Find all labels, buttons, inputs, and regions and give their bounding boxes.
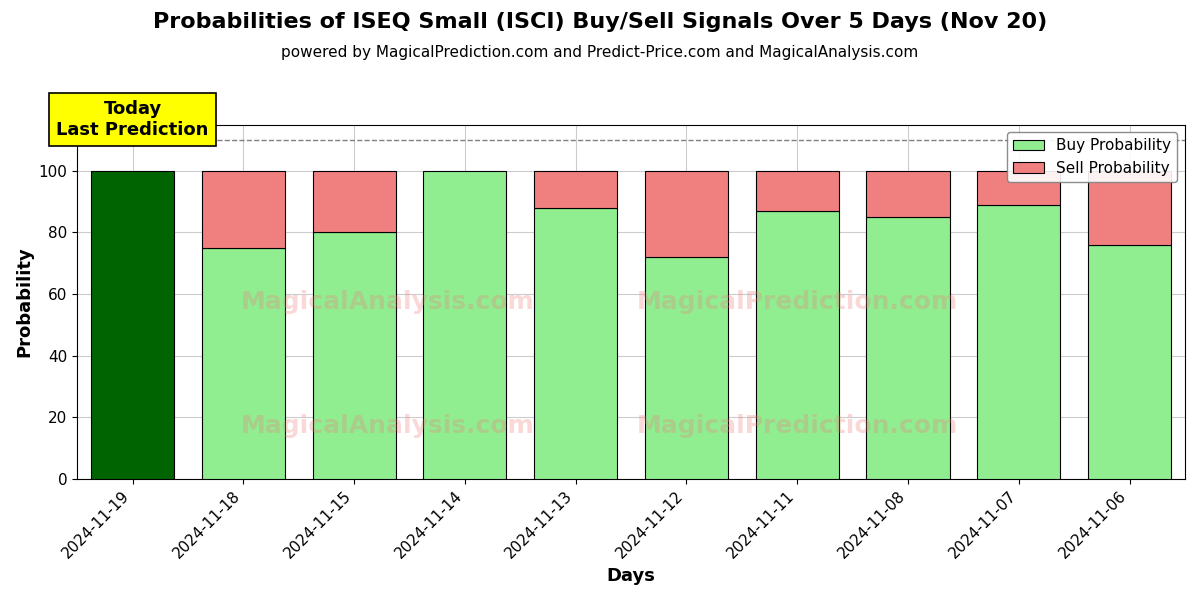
Bar [644,257,728,479]
Text: MagicalAnalysis.com: MagicalAnalysis.com [240,413,534,437]
Bar [312,232,396,479]
Legend: Buy Probability, Sell Probability: Buy Probability, Sell Probability [1007,133,1177,182]
Bar [756,211,839,479]
X-axis label: Days: Days [607,567,655,585]
Text: Today
Last Prediction: Today Last Prediction [56,100,209,139]
Bar [756,171,839,211]
Y-axis label: Probability: Probability [14,247,32,357]
Bar [312,171,396,232]
Bar [534,171,617,208]
Bar [91,171,174,479]
Text: Probabilities of ISEQ Small (ISCI) Buy/Sell Signals Over 5 Days (Nov 20): Probabilities of ISEQ Small (ISCI) Buy/S… [152,12,1048,32]
Bar [1088,245,1171,479]
Bar [534,208,617,479]
Text: MagicalAnalysis.com: MagicalAnalysis.com [240,290,534,314]
Bar [424,171,506,479]
Text: powered by MagicalPrediction.com and Predict-Price.com and MagicalAnalysis.com: powered by MagicalPrediction.com and Pre… [281,45,919,60]
Bar [1088,171,1171,245]
Bar [866,217,949,479]
Bar [644,171,728,257]
Bar [977,205,1061,479]
Bar [202,248,284,479]
Bar [977,171,1061,205]
Text: MagicalPrediction.com: MagicalPrediction.com [637,413,958,437]
Bar [866,171,949,217]
Text: MagicalPrediction.com: MagicalPrediction.com [637,290,958,314]
Bar [202,171,284,248]
